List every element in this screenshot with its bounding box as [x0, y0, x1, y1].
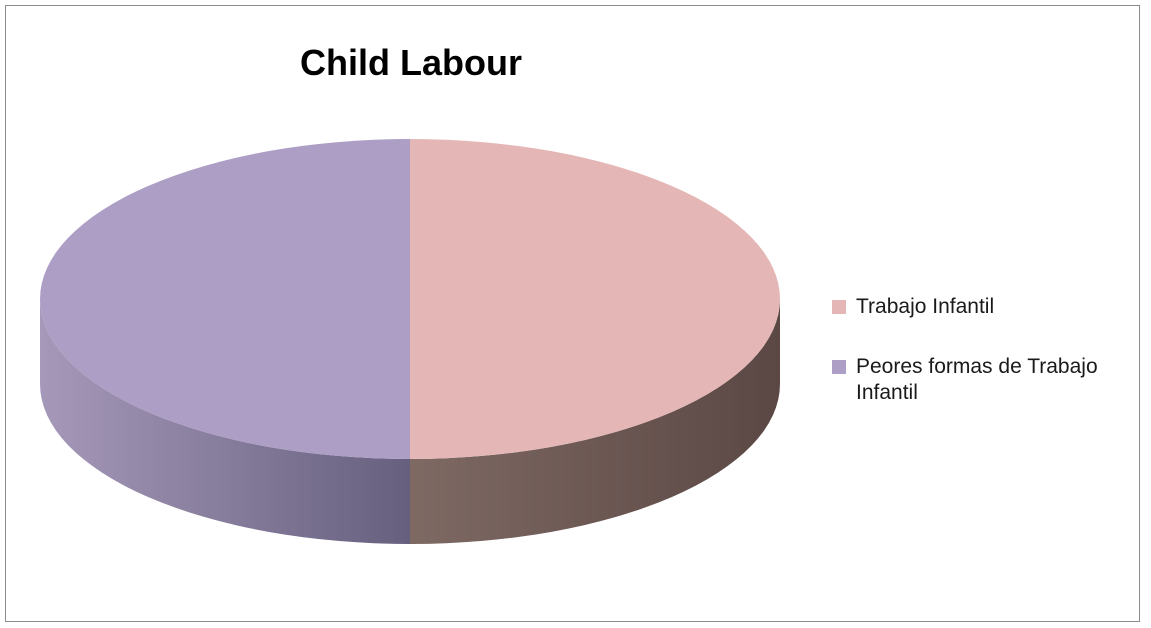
legend-item-0: Trabajo Infantil — [832, 294, 1132, 320]
chart-frame: Child Labour Trabajo Infantil Peores form… — [5, 5, 1140, 622]
legend-label-1: Peores formas de Trabajo Infantil — [856, 355, 1098, 404]
pie-slice-side-1 — [40, 299, 410, 544]
pie-slice-0[interactable] — [410, 139, 780, 459]
pie-layer — [40, 139, 780, 544]
chart-title: Child Labour — [300, 42, 522, 83]
legend-swatch-0 — [832, 300, 846, 314]
pie-slice-1[interactable] — [40, 139, 410, 459]
pie-slice-side-0 — [410, 299, 780, 544]
legend-item-1: Peores formas de Trabajo Infantil — [832, 354, 1132, 406]
legend-label-0: Trabajo Infantil — [856, 295, 995, 318]
legend: Trabajo Infantil Peores formas de Trabajo… — [832, 294, 1132, 440]
pie-chart — [40, 139, 780, 544]
legend-swatch-1 — [832, 360, 846, 374]
